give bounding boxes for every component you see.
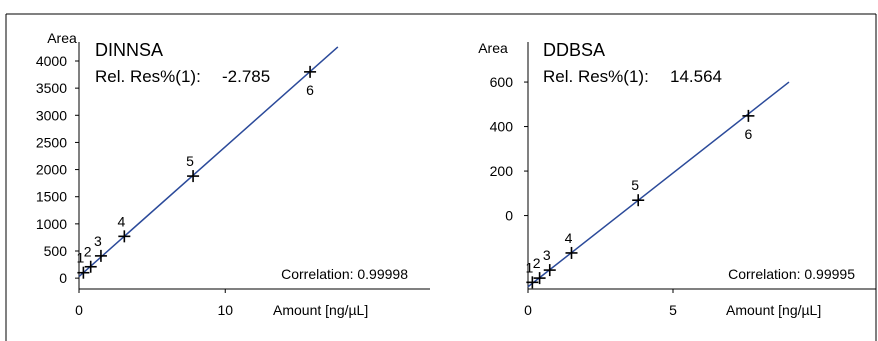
y-tick-label: 2500 xyxy=(36,134,67,150)
y-tick-label: 0 xyxy=(505,208,513,224)
point-label: 2 xyxy=(84,244,92,260)
x-axis-label: Amount [ng/µL] xyxy=(273,302,368,318)
y-tick-label: 0 xyxy=(59,270,67,286)
calibration-point xyxy=(742,109,755,122)
chart-title: DDBSA xyxy=(543,40,605,60)
calibration-point xyxy=(565,246,578,259)
point-label: 4 xyxy=(565,230,573,246)
point-label: 3 xyxy=(94,233,102,249)
point-label: 5 xyxy=(631,177,639,193)
point-label: 3 xyxy=(543,247,551,263)
calibration-point xyxy=(77,266,90,279)
calibration-point xyxy=(533,272,546,285)
rel-res-value: -2.785 xyxy=(222,67,270,86)
point-label: 1 xyxy=(525,259,533,275)
regression-line xyxy=(527,81,790,288)
point-label: 6 xyxy=(745,126,753,142)
y-tick-label: 600 xyxy=(490,74,514,90)
y-tick-label: 3000 xyxy=(36,107,67,123)
y-tick-label: 2000 xyxy=(36,162,67,178)
calibration-point xyxy=(118,230,131,243)
y-tick-label: 4000 xyxy=(36,53,67,69)
correlation-label: Correlation: 0.99998 xyxy=(281,266,408,282)
y-axis-label: Area xyxy=(478,40,508,56)
calibration-point xyxy=(187,170,200,183)
x-tick-label: 0 xyxy=(524,302,532,318)
y-tick-label: 500 xyxy=(44,243,68,259)
point-label: 4 xyxy=(117,213,125,229)
chart-panel-ddbsa: Area DDBSA Rel. Res%(1): 14.564 Correlat… xyxy=(478,40,876,318)
rel-res-label: Rel. Res%(1): xyxy=(95,67,201,86)
regression-line xyxy=(78,46,339,278)
y-tick-label: 400 xyxy=(490,119,514,135)
x-tick-label: 0 xyxy=(75,302,83,318)
x-tick-label: 5 xyxy=(669,302,677,318)
calibration-point xyxy=(543,264,556,277)
x-tick-label: 10 xyxy=(217,302,233,318)
calibration-point xyxy=(84,260,97,273)
x-axis-label: Amount [ng/µL] xyxy=(726,302,821,318)
y-tick-label: 1000 xyxy=(36,216,67,232)
point-label: 5 xyxy=(186,153,194,169)
y-tick-label: 3500 xyxy=(36,80,67,96)
calibration-point xyxy=(94,249,107,262)
point-label: 1 xyxy=(76,250,84,266)
calibration-point xyxy=(632,194,645,207)
y-tick-label: 200 xyxy=(490,163,514,179)
point-label: 6 xyxy=(306,82,314,98)
correlation-label: Correlation: 0.99995 xyxy=(728,266,855,282)
calibration-point xyxy=(526,276,539,289)
chart-panel-dinnsa: Area DINNSA Rel. Res%(1): -2.785 Correla… xyxy=(36,30,430,318)
chart-title: DINNSA xyxy=(95,40,163,60)
calibration-point xyxy=(304,65,317,78)
rel-res-value: 14.564 xyxy=(670,67,722,86)
y-axis-label: Area xyxy=(47,30,77,46)
y-tick-label: 1500 xyxy=(36,189,67,205)
point-label: 2 xyxy=(533,255,541,271)
rel-res-label: Rel. Res%(1): xyxy=(543,67,649,86)
